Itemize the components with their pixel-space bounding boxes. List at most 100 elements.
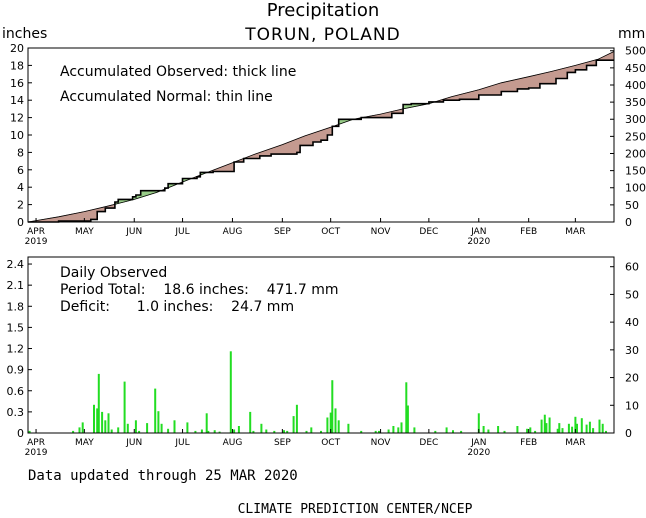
daily-bar	[265, 429, 268, 433]
daily-bar	[574, 416, 577, 433]
daily-bar	[286, 430, 289, 433]
x-tick-label: MAY	[75, 438, 94, 448]
daily-bar	[107, 413, 110, 433]
daily-bar	[93, 404, 95, 433]
daily-bar	[571, 426, 574, 433]
x-tick-label: SEP	[274, 438, 291, 448]
x-tick-label: DEC	[419, 227, 438, 237]
daily-bar	[592, 428, 595, 433]
x-tick-label: JUN	[125, 227, 142, 237]
y-tick-label: 14	[10, 94, 24, 107]
daily-bar	[96, 408, 99, 433]
daily-bar	[331, 380, 334, 433]
y2-tick-label: 10	[625, 399, 639, 412]
daily-bar	[334, 408, 337, 433]
y2-tick-label: 40	[625, 316, 639, 329]
daily-bar	[529, 427, 532, 433]
y-tick-label: 2	[17, 199, 24, 212]
x-tick-label: OCT	[321, 438, 340, 448]
daily-bar	[28, 430, 31, 433]
y2-tick-label: 50	[625, 288, 639, 301]
chart-title: Precipitation	[267, 0, 380, 21]
y2-tick-label: 50	[625, 199, 639, 212]
daily-bar	[157, 411, 160, 433]
daily-bar	[101, 411, 104, 433]
y-tick-label: 0.3	[7, 406, 25, 419]
y-tick-label: 1.2	[7, 343, 25, 356]
accumulated-axes: 0246810121416182005010015020025030035040…	[10, 42, 646, 247]
y2-tick-label: 0	[625, 216, 632, 229]
daily-bar	[160, 423, 163, 433]
daily-bar	[138, 430, 141, 433]
y-tick-label: 4	[17, 181, 24, 194]
y-tick-label: 0	[17, 216, 24, 229]
legend-normal: Accumulated Normal: thin line	[60, 89, 273, 105]
daily-bar	[405, 382, 408, 433]
y-tick-label: 0.9	[7, 364, 25, 377]
daily-bar	[374, 430, 377, 433]
daily-bar	[260, 423, 263, 433]
y-tick-label: 10	[10, 129, 24, 142]
y2-tick-label: 20	[625, 372, 639, 385]
daily-bar	[229, 351, 232, 433]
x-tick-label: SEP	[274, 227, 291, 237]
daily-bar	[543, 414, 546, 433]
daily-bar	[126, 423, 129, 433]
x-tick-label: APR	[27, 227, 45, 237]
y-tick-label: 0	[17, 427, 24, 440]
daily-bar	[588, 421, 591, 433]
daily-bar	[117, 427, 120, 433]
daily-bar	[110, 429, 113, 433]
y2-tick-label: 30	[625, 344, 639, 357]
daily-bar	[561, 428, 564, 433]
accumulated-normal-line	[27, 51, 615, 223]
daily-bar	[400, 422, 403, 433]
period-total: Period Total: 18.6 inches: 471.7 mm	[60, 282, 339, 298]
daily-bar	[292, 416, 295, 433]
daily-bar	[173, 420, 176, 433]
y-tick-label: 18	[10, 59, 24, 72]
y-tick-label: 0.6	[7, 385, 25, 398]
chart-subtitle: TORUN, POLAND	[244, 25, 400, 45]
x-tick-label: NOV	[371, 227, 392, 237]
accumulated-observed-line	[28, 59, 614, 223]
daily-bar	[445, 427, 448, 433]
x-tick-label: JUN	[125, 438, 142, 448]
y-tick-label: 8	[17, 146, 24, 159]
x-tick-label: JAN	[470, 438, 486, 448]
x-tick-label: FEB	[520, 438, 537, 448]
y-tick-label: 16	[10, 77, 24, 90]
daily-bar	[295, 404, 298, 433]
daily-bars	[28, 351, 607, 433]
data-updated: Data updated through 25 MAR 2020	[28, 468, 298, 484]
daily-bar	[97, 373, 100, 433]
daily-bar	[526, 428, 529, 433]
daily-bar	[545, 423, 548, 433]
daily-bar	[329, 412, 332, 433]
y-tick-label: 1.8	[7, 300, 25, 313]
x-tick-label: NOV	[371, 438, 392, 448]
daily-bar	[503, 430, 506, 433]
deficit: Deficit: 1.0 inches: 24.7 mm	[60, 299, 294, 315]
y2-tick-label: 150	[625, 165, 646, 178]
daily-bar	[576, 423, 578, 433]
x-tick-label: JUL	[174, 438, 189, 448]
daily-panel: 0 0.3 0.6 0.9 1.2 1.5 1.8 2.1 2.4 0 10 20 30 40 50 60 AP…	[7, 256, 639, 458]
daily-bar	[104, 420, 107, 433]
daily-bar	[567, 423, 570, 433]
x-tick-label: APR	[27, 438, 45, 448]
legend-observed: Accumulated Observed: thick line	[60, 64, 296, 80]
daily-bar	[186, 422, 189, 433]
daily-bar	[194, 430, 197, 433]
x-year-label: 2019	[25, 448, 48, 458]
daily-bar	[387, 429, 390, 433]
daily-bar	[378, 430, 380, 433]
y-tick-label: 20	[10, 42, 24, 55]
y2-tick-label: 0	[625, 427, 632, 440]
daily-bar	[320, 430, 322, 433]
x-tick-label: AUG	[223, 438, 243, 448]
y2-tick-label: 350	[625, 96, 646, 109]
daily-bar	[273, 430, 276, 433]
daily-bar	[497, 426, 500, 433]
y-tick-label: 2.1	[7, 279, 25, 292]
